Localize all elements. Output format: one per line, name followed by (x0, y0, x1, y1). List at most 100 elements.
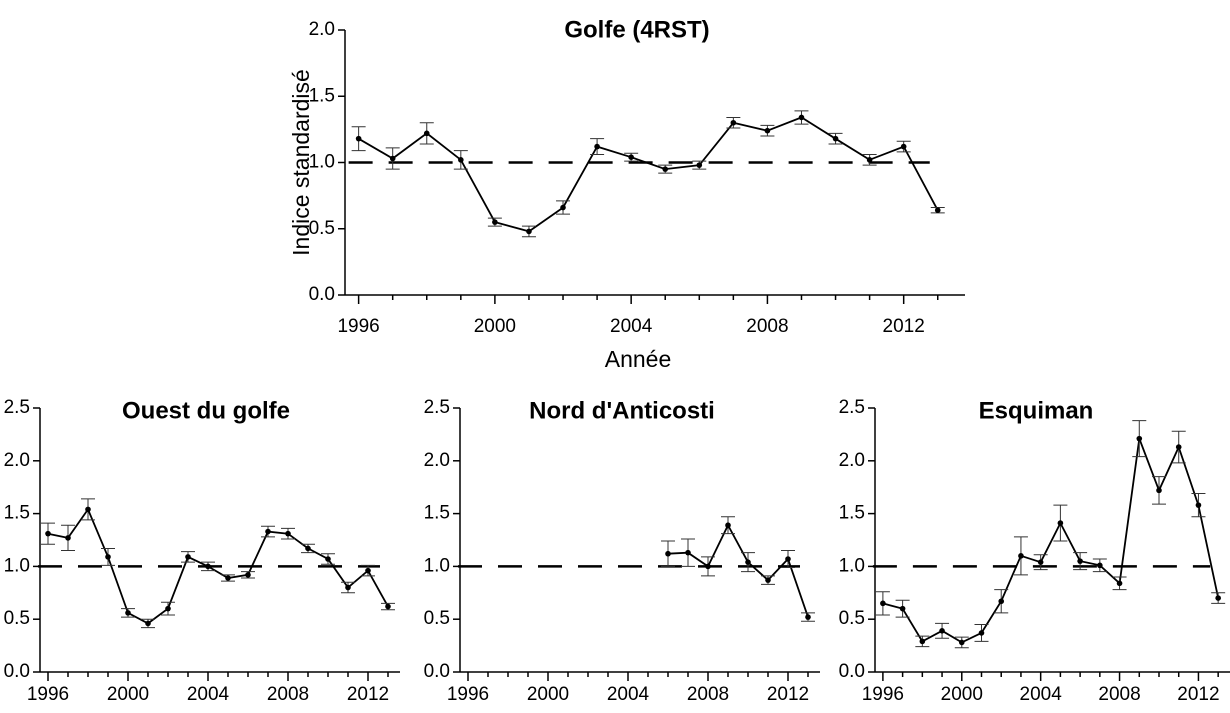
series-line (358, 116, 939, 233)
data-point (725, 522, 731, 529)
data-point (685, 549, 691, 556)
x-tick-label: 2004 (610, 316, 653, 337)
data-point (1037, 559, 1044, 565)
y-tick-label: 0.0 (309, 284, 335, 305)
data-point (785, 556, 791, 562)
data-point (628, 154, 634, 160)
panel-title: Golfe (4RST) (564, 16, 709, 43)
data-point (866, 157, 873, 163)
data-point (45, 530, 51, 537)
y-tick-label: 0.5 (424, 608, 450, 629)
y-tick-label: 2.0 (4, 450, 30, 471)
data-point (1077, 558, 1083, 564)
data-point (934, 207, 941, 213)
data-point (665, 550, 671, 557)
data-point (145, 620, 151, 627)
data-point (345, 584, 351, 591)
x-tick-label: 2008 (746, 316, 788, 337)
data-point (65, 535, 71, 541)
data-point (919, 638, 926, 645)
y-tick-label: 0.5 (4, 608, 30, 629)
y-tick-label: 1.5 (424, 503, 450, 524)
data-point (1156, 487, 1162, 494)
y-tick-label: 2.0 (839, 450, 865, 471)
y-tick-label: 2.0 (424, 450, 450, 471)
series-line (667, 523, 809, 618)
data-point (662, 166, 669, 172)
panel-title: Esquiman (979, 397, 1094, 424)
x-tick-label: 1996 (447, 684, 489, 705)
data-point (705, 563, 711, 570)
data-point (365, 567, 371, 574)
x-tick-label: 2012 (1177, 684, 1219, 705)
panel-golfe: Golfe (4RST) 0.0 0.5 1.0 1.5 2.0 1996 2000 2004 2… (288, 16, 965, 372)
data-point (165, 605, 171, 612)
data-point (1215, 595, 1221, 601)
x-tick-label: 2004 (607, 684, 650, 705)
panel-esquiman: Esquiman 0.0 0.5 1.0 1.5 2.0 2.5 1996 2000 2004 20… (839, 397, 1230, 705)
x-tick-label: 2004 (187, 684, 230, 705)
data-point (805, 614, 811, 620)
data-point (832, 135, 839, 142)
data-point (105, 554, 111, 560)
data-point (696, 162, 703, 168)
y-tick-label: 0.0 (839, 661, 865, 682)
data-point (265, 528, 271, 535)
data-point (423, 130, 430, 137)
x-tick-label: 1996 (337, 316, 379, 337)
data-point (205, 563, 211, 570)
data-point (1116, 580, 1123, 587)
data-point (900, 143, 907, 150)
panel-title: Ouest du golfe (122, 397, 290, 424)
panel-title: Nord d'Anticosti (529, 397, 715, 424)
y-tick-label: 2.0 (309, 19, 335, 40)
data-point (765, 577, 771, 583)
data-point (526, 228, 532, 235)
y-tick-label: 1.0 (4, 555, 30, 576)
x-tick-label: 2008 (687, 684, 729, 705)
data-point (880, 600, 886, 607)
data-point (1175, 444, 1182, 450)
y-tick-label: 0.0 (424, 661, 450, 682)
series-line (47, 507, 389, 625)
panel-nord: Nord d'Anticosti 0.0 0.5 1.0 1.5 2.0 2.5 1996 20… (424, 397, 820, 705)
data-point (1136, 435, 1143, 442)
data-point (285, 530, 291, 537)
x-tick-label: 2008 (1098, 684, 1140, 705)
x-tick-label: 2012 (347, 684, 389, 705)
y-axis-label: Indice standardisé (288, 69, 314, 256)
data-point (560, 204, 566, 211)
data-point (899, 605, 906, 612)
x-tick-label: 2000 (527, 684, 569, 705)
x-tick-label: 2012 (883, 316, 925, 337)
data-point (458, 157, 464, 163)
data-point (245, 572, 251, 578)
data-point (125, 610, 131, 616)
x-tick-label: 2000 (474, 316, 516, 337)
data-point (492, 219, 498, 225)
data-point (225, 575, 231, 581)
data-point (1018, 553, 1024, 559)
panel-ouest: Ouest du golfe 0.0 0.5 1.0 1.5 2.0 2.5 1996 2000… (4, 397, 400, 705)
x-tick-label: 2000 (107, 684, 149, 705)
data-point (978, 630, 985, 636)
x-tick-label: 1996 (27, 684, 69, 705)
data-point (1057, 520, 1064, 526)
data-point (764, 127, 771, 134)
y-tick-label: 2.5 (839, 397, 865, 418)
data-point (355, 135, 362, 142)
x-tick-label: 1996 (862, 684, 904, 705)
data-point (939, 628, 945, 634)
data-point (385, 603, 391, 610)
data-point (389, 155, 396, 162)
y-tick-label: 1.5 (309, 85, 335, 106)
data-point (85, 506, 91, 513)
y-tick-label: 0.5 (309, 218, 335, 239)
y-tick-label: 1.0 (839, 555, 865, 576)
y-tick-label: 0.0 (4, 661, 30, 682)
x-tick-label: 2012 (767, 684, 809, 705)
data-point (730, 119, 737, 126)
y-tick-label: 1.0 (424, 555, 450, 576)
data-point (745, 559, 751, 565)
